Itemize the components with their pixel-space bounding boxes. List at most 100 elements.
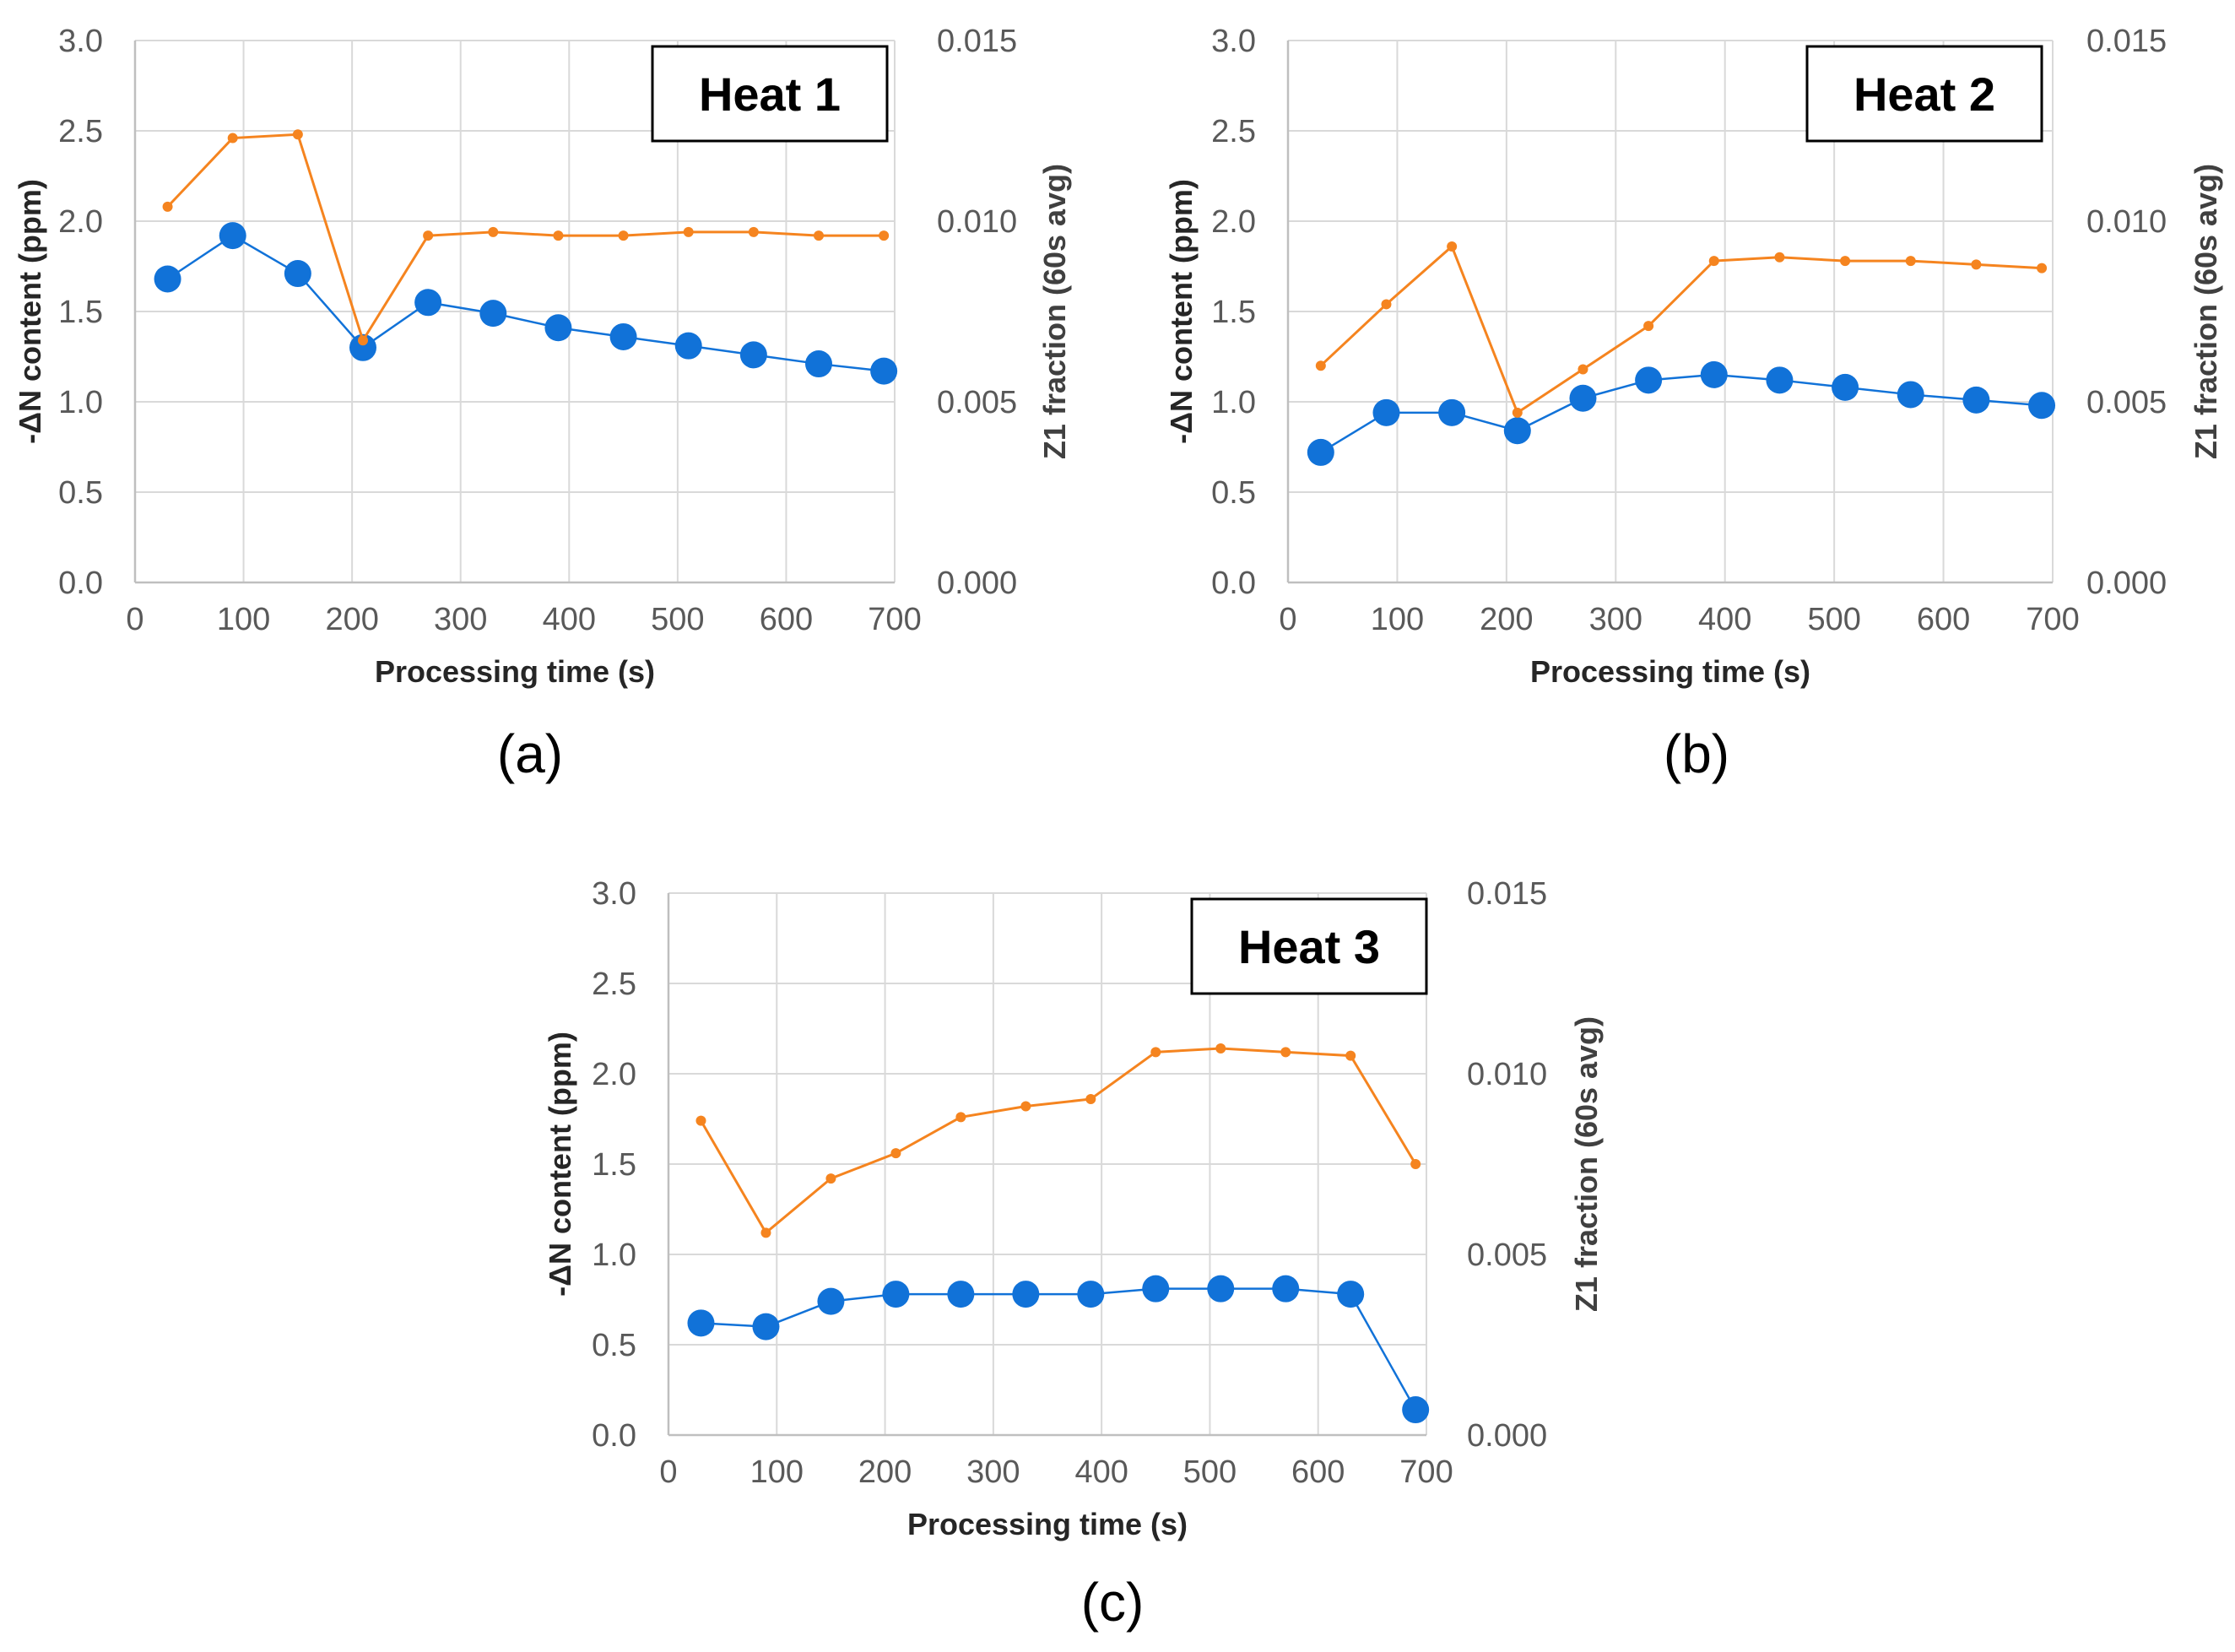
delta-n-point	[414, 289, 442, 317]
z1-fraction-point	[1577, 364, 1588, 375]
y-tick-label: 0.5	[1211, 475, 1256, 511]
chart-panel-1: 0.0 0.5 1.0 1.5 2.0 2.5 3.0 0 100 200 300 400 500 600…	[13, 24, 1072, 689]
delta-n-point	[1337, 1281, 1365, 1308]
y-tick-label: 1.0	[58, 385, 103, 420]
y-tick-label: 2.0	[58, 204, 103, 240]
z1-fraction-point	[879, 230, 890, 241]
x-axis-title: Processing time (s)	[1530, 654, 1810, 689]
y-tick-label: 0.0	[58, 566, 103, 601]
z1-fraction-point	[1345, 1050, 1356, 1061]
x-tick-label: 300	[1589, 602, 1642, 637]
delta-n-point	[219, 222, 246, 250]
x-tick-label: 0	[659, 1454, 677, 1490]
x-tick-label: 500	[1183, 1454, 1237, 1490]
z1-fraction-point	[227, 133, 238, 144]
delta-n-point	[674, 332, 702, 360]
x-tick-label: 200	[1480, 602, 1533, 637]
x-tick-label: 400	[1074, 1454, 1128, 1490]
y2-tick-label: 0.010	[2086, 204, 2167, 240]
delta-n-point	[1402, 1396, 1430, 1424]
x-tick-label: 600	[1917, 602, 1970, 637]
heat-label-box	[1805, 45, 2043, 143]
y-tick-label: 0.5	[592, 1328, 636, 1363]
delta-n-point	[687, 1309, 715, 1337]
z1-fraction-point	[1150, 1047, 1161, 1058]
delta-n-point	[544, 314, 572, 342]
z1-fraction-point	[955, 1112, 966, 1123]
delta-n-point	[1142, 1275, 1170, 1303]
z1-fraction-point	[1280, 1047, 1291, 1058]
z1-fraction-point	[1643, 321, 1654, 332]
y2-tick-label: 0.015	[937, 24, 1017, 59]
z1-fraction-point	[748, 226, 759, 237]
y-tick-label: 0.0	[592, 1418, 636, 1454]
delta-n-point	[1897, 381, 1924, 409]
z1-fraction-point	[683, 226, 694, 237]
delta-n-point	[817, 1287, 845, 1315]
y-tick-label: 2.0	[592, 1057, 636, 1092]
z1-fraction-point	[1381, 299, 1392, 310]
heat-label-box	[1190, 897, 1428, 995]
y-tick-label: 2.5	[592, 967, 636, 1002]
delta-n-point	[1372, 398, 1400, 426]
z1-fraction-point	[423, 230, 434, 241]
panel-label: (c)	[1081, 1572, 1145, 1633]
y-tick-label: 1.5	[1211, 295, 1256, 330]
z1-fraction-series-line	[166, 133, 885, 344]
y-tick-label: 3.0	[58, 24, 103, 59]
delta-n-point	[154, 265, 181, 293]
delta-n-point	[752, 1313, 780, 1341]
y-tick-label: 1.5	[58, 295, 103, 330]
delta-n-point	[349, 333, 376, 361]
delta-n-point	[1962, 386, 1990, 414]
z1-fraction-point	[162, 201, 173, 212]
z1-fraction-point	[1840, 256, 1851, 267]
x-axis-title: Processing time (s)	[907, 1507, 1188, 1541]
delta-n-point	[1307, 438, 1334, 466]
x-tick-label: 100	[750, 1454, 804, 1490]
x-tick-label: 0	[126, 602, 143, 637]
y-tick-label: 1.5	[592, 1147, 636, 1183]
x-tick-label: 0	[1279, 602, 1296, 637]
y2-tick-label: 0.000	[937, 566, 1017, 601]
y-tick-label: 0.0	[1211, 566, 1256, 601]
y2-tick-label: 0.015	[1467, 876, 1547, 912]
z1-fraction-point	[1905, 256, 1916, 267]
z1-fraction-point	[1447, 241, 1458, 252]
delta-n-point	[870, 357, 898, 385]
heat-label: Heat 3	[1238, 920, 1380, 973]
y-tick-label: 2.0	[1211, 204, 1256, 240]
z1-fraction-point	[760, 1227, 771, 1238]
x-tick-label: 100	[217, 602, 270, 637]
z1-fraction-point	[358, 335, 368, 346]
delta-n-point	[1012, 1281, 1040, 1308]
heat-label: Heat 1	[699, 68, 841, 121]
z1-fraction-series-line	[1319, 244, 2043, 415]
delta-n-point	[1766, 366, 1794, 394]
z1-fraction-point	[1774, 252, 1785, 263]
heat-label: Heat 2	[1853, 68, 1995, 121]
z1-fraction-point	[292, 129, 303, 140]
delta-n-point	[1503, 417, 1531, 445]
y2-tick-label: 0.015	[2086, 24, 2167, 59]
y-tick-label: 3.0	[1211, 24, 1256, 59]
x-tick-label: 500	[651, 602, 704, 637]
z1-fraction-point	[1020, 1101, 1031, 1112]
y2-tick-label: 0.010	[937, 204, 1017, 240]
y-tick-label: 2.5	[58, 114, 103, 149]
z1-fraction-point	[695, 1115, 706, 1126]
x-tick-label: 700	[2026, 602, 2079, 637]
panel-label: (a)	[497, 723, 563, 784]
delta-n-point	[1635, 366, 1663, 394]
z1-fraction-point	[1971, 259, 1982, 270]
y2-tick-label: 0.005	[937, 385, 1017, 420]
x-tick-label: 600	[1291, 1454, 1345, 1490]
z1-fraction-point	[814, 230, 824, 241]
z1-fraction-point	[1410, 1159, 1421, 1169]
z1-fraction-point	[1215, 1043, 1226, 1054]
y-axis-title: -ΔN content (ppm)	[543, 1032, 577, 1297]
z1-fraction-point	[1315, 360, 1326, 371]
delta-n-point	[2028, 392, 2056, 420]
y-axis-title: -ΔN content (ppm)	[1164, 179, 1199, 444]
delta-n-point	[1077, 1281, 1105, 1308]
